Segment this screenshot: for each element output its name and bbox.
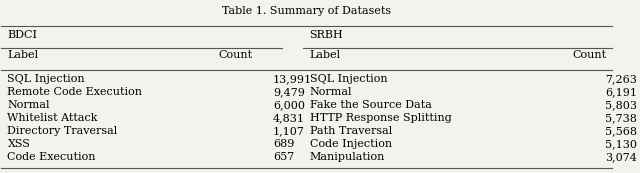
Text: Fake the Source Data: Fake the Source Data xyxy=(310,100,431,110)
Text: Remote Code Execution: Remote Code Execution xyxy=(8,87,143,97)
Text: XSS: XSS xyxy=(8,139,30,149)
Text: Whitelist Attack: Whitelist Attack xyxy=(8,113,98,123)
Text: 6,000: 6,000 xyxy=(273,100,305,110)
Text: 3,074: 3,074 xyxy=(605,152,637,162)
Text: SQL Injection: SQL Injection xyxy=(8,74,85,84)
Text: Code Execution: Code Execution xyxy=(8,152,96,162)
Text: Normal: Normal xyxy=(8,100,50,110)
Text: 13,991: 13,991 xyxy=(273,74,312,84)
Text: 657: 657 xyxy=(273,152,294,162)
Text: Count: Count xyxy=(572,50,606,60)
Text: Normal: Normal xyxy=(310,87,352,97)
Text: HTTP Response Splitting: HTTP Response Splitting xyxy=(310,113,451,123)
Text: BDCI: BDCI xyxy=(8,30,38,40)
Text: SRBH: SRBH xyxy=(310,30,343,40)
Text: Code Injection: Code Injection xyxy=(310,139,392,149)
Text: 689: 689 xyxy=(273,139,294,149)
Text: Path Traversal: Path Traversal xyxy=(310,126,392,136)
Text: Directory Traversal: Directory Traversal xyxy=(8,126,118,136)
Text: Count: Count xyxy=(218,50,252,60)
Text: Label: Label xyxy=(310,50,340,60)
Text: 5,738: 5,738 xyxy=(605,113,637,123)
Text: 5,803: 5,803 xyxy=(605,100,637,110)
Text: 9,479: 9,479 xyxy=(273,87,305,97)
Text: Label: Label xyxy=(8,50,38,60)
Text: 1,107: 1,107 xyxy=(273,126,305,136)
Text: 7,263: 7,263 xyxy=(605,74,637,84)
Text: Manipulation: Manipulation xyxy=(310,152,385,162)
Text: 5,568: 5,568 xyxy=(605,126,637,136)
Text: 6,191: 6,191 xyxy=(605,87,637,97)
Text: 5,130: 5,130 xyxy=(605,139,637,149)
Text: 4,831: 4,831 xyxy=(273,113,305,123)
Text: SQL Injection: SQL Injection xyxy=(310,74,387,84)
Text: Table 1. Summary of Datasets: Table 1. Summary of Datasets xyxy=(222,7,391,16)
